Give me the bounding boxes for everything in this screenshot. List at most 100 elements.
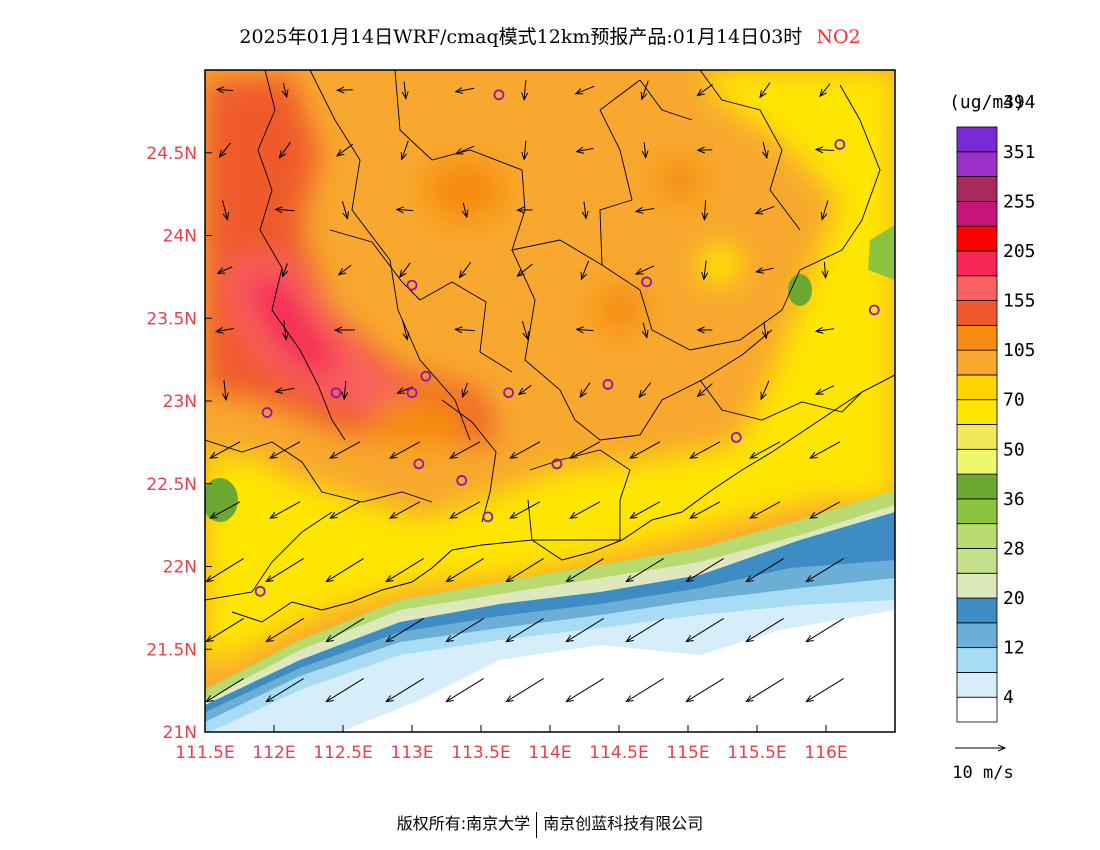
wind-arrow: [816, 149, 834, 150]
admin-boundaries: [205, 70, 881, 601]
wind-arrow: [270, 441, 301, 458]
station-marker: [406, 387, 418, 399]
wind-arrow: [756, 205, 775, 213]
wind-arrow: [566, 677, 604, 701]
lat-label: 21.5N: [146, 640, 197, 660]
wind-arrow: [810, 501, 841, 518]
footer-divider: [536, 811, 538, 838]
lat-label: 24N: [163, 227, 197, 247]
concentration-field: [205, 70, 895, 732]
field-yellow-spot: [698, 245, 742, 285]
wind-arrow: [344, 381, 346, 399]
wind-arrow: [517, 263, 534, 276]
wind-arrow: [686, 617, 724, 641]
colorbar-segment: [956, 672, 998, 698]
wind-arrow: [463, 202, 467, 217]
wind-arrow: [756, 268, 774, 272]
wind-arrow: [630, 441, 661, 458]
wind-arrow: [210, 501, 241, 518]
wind-arrow: [206, 617, 244, 641]
wind-arrow: [400, 262, 411, 277]
wind-arrow: [510, 441, 541, 458]
field-blob-3: [658, 160, 702, 200]
colorbar-tick-label: 50: [1003, 439, 1025, 460]
wind-arrow: [521, 321, 527, 339]
title-text: 2025年01月14日WRF/cmaq模式12km预报产品:01月14日03时: [239, 26, 803, 48]
colorbar-segment: [956, 523, 998, 549]
wind-arrow: [402, 320, 408, 339]
wind-arrow: [686, 677, 724, 701]
wind-arrow: [626, 617, 664, 641]
wind-arrow: [750, 441, 781, 458]
colorbar-tick-label: 70: [1003, 390, 1025, 411]
wind-arrow: [216, 328, 234, 331]
station-markers: [254, 89, 880, 597]
colorbar-tick-label: 255: [1003, 191, 1036, 212]
wind-arrow: [330, 501, 361, 518]
colorbar-segment: [956, 647, 998, 673]
colorbar-segment: [956, 126, 998, 153]
wind-arrow: [760, 82, 771, 98]
wind-arrow: [644, 142, 646, 157]
wind-arrow: [283, 82, 286, 97]
wind-arrow: [704, 200, 705, 219]
wind-arrow: [750, 501, 781, 518]
station-marker: [641, 276, 652, 288]
station-marker: [551, 458, 563, 470]
station-marker: [456, 475, 468, 486]
wind-arrow: [337, 143, 354, 156]
wind-arrow: [390, 441, 421, 458]
wind-arrow: [580, 382, 591, 397]
wind-arrow: [636, 209, 655, 212]
lat-label: 22N: [163, 558, 197, 578]
wind-arrow: [280, 141, 291, 158]
field-green-ne: [868, 225, 895, 280]
station-marker: [602, 379, 614, 390]
wind-arrow: [820, 83, 831, 97]
colorbar-segment: [956, 275, 998, 301]
station-marker: [493, 89, 505, 101]
wind-arrow: [816, 329, 835, 332]
wind-arrow: [510, 501, 541, 518]
wind-arrow: [386, 617, 424, 641]
station-marker: [503, 387, 515, 399]
wind-arrow: [626, 677, 664, 701]
wind-arrow: [220, 142, 231, 157]
copyright-company: 南京创蓝科技有限公司: [543, 814, 704, 833]
wind-arrow: [450, 501, 481, 518]
lon-label: 114.5E: [589, 743, 648, 763]
wind-arrow: [704, 260, 706, 280]
wind-vectors: [206, 80, 844, 701]
wind-arrow: [275, 209, 295, 210]
colorbar-segment: [956, 696, 998, 723]
wind-arrow: [456, 145, 475, 154]
colorbar-tick-label: 155: [1003, 291, 1036, 312]
wind-arrow: [386, 677, 424, 701]
wind-arrow: [266, 617, 304, 641]
wind-arrow: [643, 322, 647, 338]
colorbar-unit: (ug/m3): [949, 92, 1025, 113]
colorbar-segment: [956, 498, 998, 525]
wind-arrow: [570, 441, 601, 458]
lat-label: 24.5N: [146, 144, 197, 164]
station-marker: [330, 387, 342, 399]
station-marker: [834, 139, 846, 150]
wind-arrow: [276, 388, 295, 391]
wind-arrow: [284, 320, 286, 339]
copyright-footer: 版权所有:南京大学 南京创蓝科技有限公司: [0, 810, 1100, 838]
station-marker: [868, 304, 880, 316]
station-marker: [254, 585, 266, 597]
lat-label: 23.5N: [146, 309, 197, 329]
lon-label: 112E: [252, 743, 295, 763]
wind-arrow: [386, 557, 424, 581]
wind-arrow: [217, 89, 234, 90]
wind-arrow: [283, 263, 288, 276]
wind-arrow: [806, 557, 844, 581]
lon-label: 115.5E: [727, 743, 786, 763]
wind-arrow: [584, 201, 586, 219]
colorbar-segment: [956, 176, 998, 202]
wind-arrow: [524, 140, 526, 159]
wind-arrow: [506, 617, 544, 641]
colorbar-tick-label: 12: [1003, 638, 1025, 659]
station-marker: [406, 279, 418, 291]
